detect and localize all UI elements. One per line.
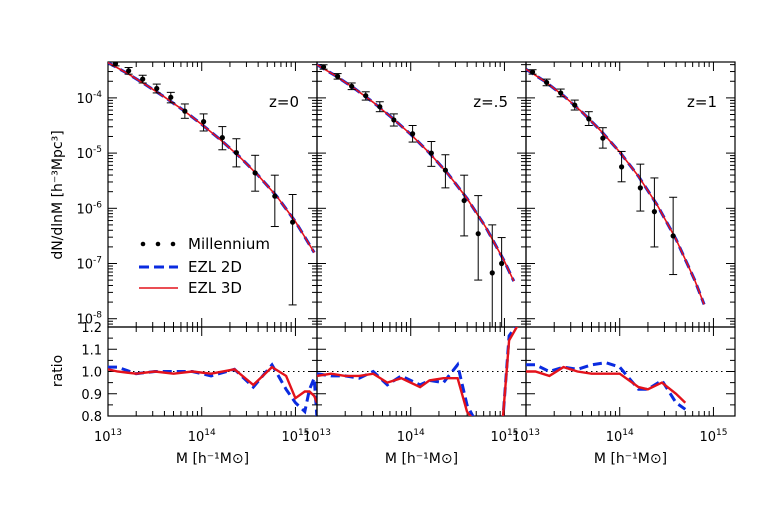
legend-item-ezl-3d: EZL 3D xyxy=(139,279,242,297)
x-axis-title: M [h⁻¹M⊙] xyxy=(385,451,458,467)
top-curves xyxy=(317,63,516,327)
millennium-point xyxy=(670,233,676,239)
top-y-tick-label: 10-4 xyxy=(76,90,102,107)
millennium-point xyxy=(499,260,505,267)
ratio-curves xyxy=(526,361,735,411)
ratio-y-axis-title: ratio xyxy=(50,355,66,387)
legend-swatch-millennium-dot xyxy=(155,241,161,247)
ratio-curves xyxy=(108,362,317,416)
millennium-point xyxy=(475,231,481,237)
millennium-point xyxy=(320,64,327,70)
ratio-y-tick-label: 1.2 xyxy=(81,321,102,336)
millennium-point xyxy=(558,90,564,96)
top-curves xyxy=(526,67,706,305)
millennium-point xyxy=(529,69,536,75)
millennium-point xyxy=(461,197,467,204)
millennium-point xyxy=(363,93,369,99)
millennium-point xyxy=(442,167,448,173)
ezl-3d-curve xyxy=(526,68,705,305)
ratio-y-tick-label: 1.0 xyxy=(81,366,102,381)
millennium-point xyxy=(126,68,132,74)
millennium-point xyxy=(586,116,592,122)
panel-redshift-label: z=1 xyxy=(687,93,717,111)
millennium-point xyxy=(428,150,434,156)
legend-label-ezl-2d: EZL 2D xyxy=(188,258,242,276)
panel-redshift-label: z=.5 xyxy=(473,93,508,111)
legend-item-millennium: Millennium xyxy=(140,235,270,253)
panel-redshift-label: z=0 xyxy=(269,93,299,111)
top-y-tick-label: 10-6 xyxy=(76,200,102,217)
panel-3: 1013 1014 1015 M [h⁻¹M⊙] z=1 xyxy=(512,61,736,467)
ratio-y-tick-label: 0.9 xyxy=(81,388,102,403)
millennium-point xyxy=(290,219,296,225)
legend-item-ezl-2d: EZL 2D xyxy=(139,258,242,276)
millennium-point xyxy=(391,117,397,123)
x-tick-label: 1013 xyxy=(303,428,331,445)
millennium-point xyxy=(489,270,495,276)
millennium-point xyxy=(544,79,550,86)
legend-swatch-millennium-dot xyxy=(170,241,176,247)
millennium-point xyxy=(154,85,160,92)
millennium-point xyxy=(349,83,355,89)
millennium-point xyxy=(618,164,625,170)
millennium-point xyxy=(233,149,239,156)
millennium-point xyxy=(168,94,174,100)
millennium-point xyxy=(572,102,578,108)
x-tick-label: 1014 xyxy=(397,428,425,445)
ratio-ezl-3d-curve xyxy=(317,327,519,416)
millennium-point xyxy=(409,131,416,137)
millennium-point xyxy=(651,209,657,215)
top-y-tick-label: 10-5 xyxy=(76,145,102,162)
millennium-point xyxy=(377,104,383,110)
x-tick-label: 1013 xyxy=(512,428,540,445)
legend-label-ezl-3d: EZL 3D xyxy=(188,279,242,297)
x-tick-label: 1014 xyxy=(606,428,634,445)
millennium-point xyxy=(140,76,146,82)
ratio-y-tick-label: 1.1 xyxy=(81,343,102,358)
ratio-ezl-3d-curve xyxy=(526,365,687,404)
top-curves xyxy=(108,62,316,306)
x-tick-label: 1013 xyxy=(94,428,122,445)
x-tick-label: 1014 xyxy=(188,428,216,445)
legend-swatch-millennium-dot xyxy=(140,241,146,247)
ratio-curves xyxy=(317,327,526,416)
millennium-point xyxy=(637,185,643,191)
ratio-ezl-2d-curve xyxy=(526,361,687,411)
x-tick-label: 1015 xyxy=(699,428,727,445)
millennium-point xyxy=(112,62,119,67)
ratio-ezl-3d-curve xyxy=(108,365,317,404)
x-axis-title: M [h⁻¹M⊙] xyxy=(594,451,667,467)
ezl-2d-curve xyxy=(108,62,316,254)
x-axis-title: M [h⁻¹M⊙] xyxy=(176,451,249,467)
ezl-3d-curve xyxy=(108,62,315,253)
ratio-y-tick-label: 0.8 xyxy=(81,410,102,425)
top-y-axis-title: dN/dlnM [h⁻³Mpc³] xyxy=(50,130,66,259)
millennium-point xyxy=(200,119,207,125)
millennium-point xyxy=(219,135,225,141)
legend-label-millennium: Millennium xyxy=(188,235,270,253)
top-y-tick-label: 10-7 xyxy=(76,256,102,273)
millennium-point xyxy=(182,108,188,114)
millennium-point xyxy=(252,170,258,176)
legend: Millennium EZL 2D EZL 3D xyxy=(139,235,270,297)
millennium-point xyxy=(335,73,341,79)
ezl-2d-curve xyxy=(526,67,706,305)
millennium-point xyxy=(600,135,606,141)
millennium-point xyxy=(272,193,278,199)
